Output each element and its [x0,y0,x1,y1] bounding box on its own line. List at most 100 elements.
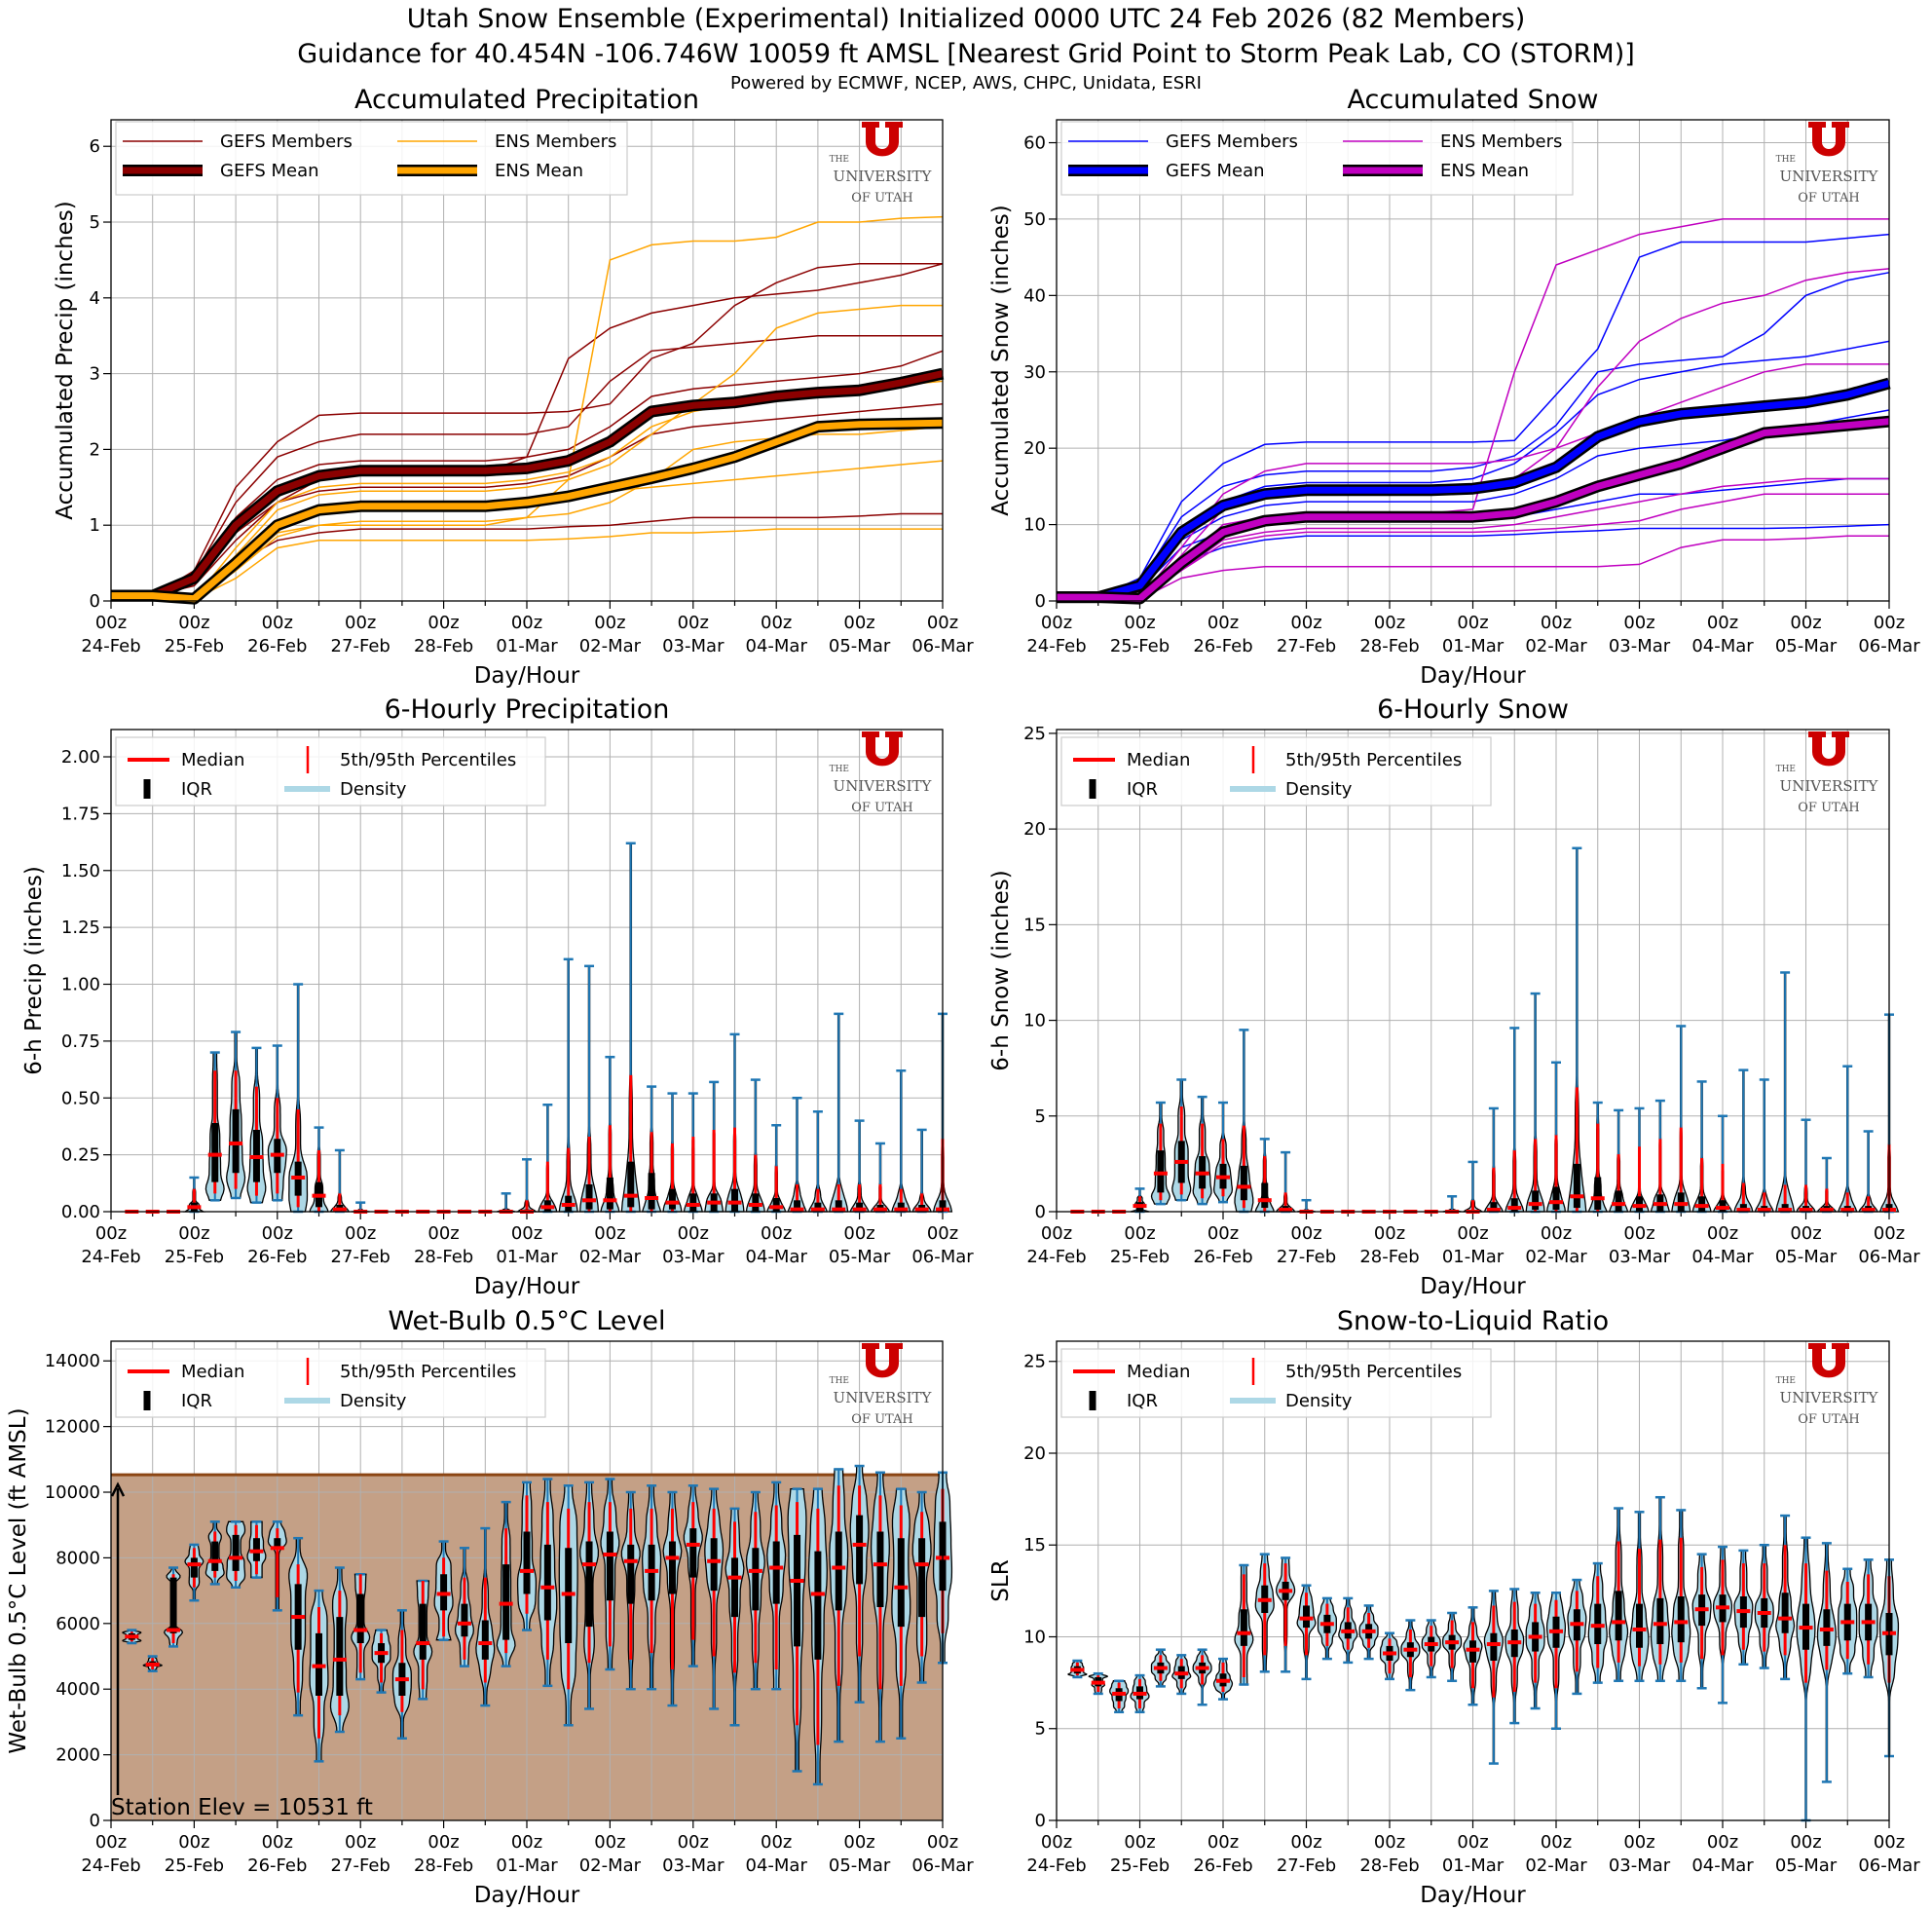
member-line-a [111,263,943,597]
credits: Powered by ECMWF, NCEP, AWS, CHPC, Unida… [730,73,1202,94]
legend: GEFS Members GEFS Mean ENS Members ENS Mean [115,121,628,196]
figure-title: Utah Snow Ensemble (Experimental) Initia… [407,4,1526,34]
violin [288,1536,309,1717]
x-tick-label-day: 02-Mar [1525,636,1587,656]
member-line-a [1057,272,1890,598]
legend: GEFS Members GEFS Mean ENS Members ENS Mean [1060,121,1574,196]
legend-label-density: Density [1285,779,1353,800]
violin [1796,1118,1816,1214]
x-tick-label-day: 24-Feb [81,1855,140,1876]
x-tick-label-hour: 00z [262,1832,293,1853]
y-axis-label: 6-h Precip (inches) [21,866,47,1075]
x-tick-label-day: 03-Mar [662,1855,724,1876]
violin [1671,1025,1691,1214]
violin [1567,846,1587,1214]
legend-label-iqr: IQR [1127,1391,1158,1411]
x-tick-label-hour: 00z [427,613,459,633]
x-tick-label-day: 03-Mar [1609,636,1671,656]
violin [1671,1509,1691,1682]
x-axis-label: Day/Hour [474,1274,580,1299]
logo-text-the: THE [830,765,849,774]
violin [558,957,578,1214]
x-tick-label-day: 24-Feb [1026,1855,1086,1876]
violin [267,1044,287,1202]
legend-box [115,736,546,806]
x-tick-label-hour: 00z [511,1832,542,1853]
logo-text-the: THE [830,1376,849,1386]
x-axis-label: Day/Hour [1420,663,1526,689]
x-tick-label-hour: 00z [1290,613,1321,633]
violin [807,1110,829,1214]
violin [620,1490,641,1691]
y-axis-label: Wet-Bulb 0.5°C Level (ft AMSL) [6,1407,31,1753]
x-tick-label-hour: 00z [1874,1832,1905,1853]
x-tick-label-day: 02-Mar [579,636,642,656]
mean-a-line [111,370,944,600]
legend-label-density: Density [340,779,407,800]
x-tick-label-day: 01-Mar [1442,636,1505,656]
x-tick-label-hour: 00z [1457,1223,1488,1244]
x-tick-label-day: 27-Feb [1277,1247,1336,1267]
violin [204,1520,225,1586]
y-tick-label: 0 [1035,591,1046,612]
y-tick-label: 0 [90,1811,100,1831]
violin [1733,1068,1754,1214]
x-tick-label-day: 05-Mar [1775,636,1838,656]
x-tick-label-day: 24-Feb [1026,636,1086,656]
x-tick-label-day: 25-Feb [1110,1247,1170,1267]
x-tick-label-hour: 00z [1290,1832,1321,1853]
logo-text-the: THE [1776,1376,1796,1386]
violin [1629,1511,1650,1682]
x-tick-label-hour: 00z [761,1832,792,1853]
violin [579,1480,600,1710]
x-tick-label-day: 25-Feb [165,1855,224,1876]
utah-u-icon [1808,731,1849,767]
violin [351,1573,371,1681]
legend: Median IQR 5th/95th Percentiles Density [115,736,546,806]
x-axis-label: Day/Hour [1420,1274,1526,1299]
legend-label-mean-b: ENS Mean [1440,161,1529,181]
logo-text-the: THE [1776,155,1796,165]
y-tick-label: 6000 [56,1614,100,1634]
axes-frame [1056,119,1890,602]
y-tick-label: 5 [1035,1106,1046,1127]
violin [787,1487,807,1773]
x-tick-label-hour: 00z [1790,1832,1821,1853]
x-tick-label-day: 25-Feb [1110,636,1170,656]
x-tick-label-hour: 00z [594,613,625,633]
violin [413,1579,433,1701]
violin [1587,1101,1609,1214]
x-tick-label-hour: 00z [927,1223,958,1244]
member-line-a [1057,233,1890,598]
violin [1171,1078,1192,1202]
legend-label-mean-a: GEFS Mean [220,161,319,181]
y-tick-label: 0.50 [61,1088,100,1108]
x-tick-label-day: 24-Feb [1026,1247,1086,1267]
x-tick-label-day: 03-Mar [662,636,724,656]
logo-text-of-utah: OF UTAH [851,1412,912,1427]
violin [1567,1578,1587,1696]
x-tick-label-day: 03-Mar [662,1247,724,1267]
y-tick-label: 6 [90,136,100,157]
violin [1400,1619,1421,1692]
x-tick-label-hour: 00z [1790,1223,1821,1244]
utah-u-icon [862,122,903,157]
x-tick-label-day: 26-Feb [1193,1247,1252,1267]
violin [184,1543,204,1602]
violin [226,1520,246,1589]
violin [1525,1592,1545,1710]
x-tick-label-hour: 00z [1707,613,1738,633]
y-tick-label: 0.25 [61,1145,100,1166]
violin [1109,1679,1130,1714]
y-tick-label: 1.25 [61,918,100,938]
logo-text-university: UNIVERSITY [834,777,933,795]
x-tick-label-hour: 00z [678,613,709,633]
x-tick-label-hour: 00z [1041,613,1072,633]
x-tick-label-day: 02-Mar [1525,1855,1587,1876]
y-tick-label: 4 [90,288,100,309]
panel-title: 6-Hourly Snow [1377,694,1569,725]
x-tick-label-hour: 00z [95,1832,127,1853]
violin [1150,1648,1170,1688]
logo-text-of-utah: OF UTAH [851,191,912,206]
y-tick-label: 40 [1023,285,1046,306]
